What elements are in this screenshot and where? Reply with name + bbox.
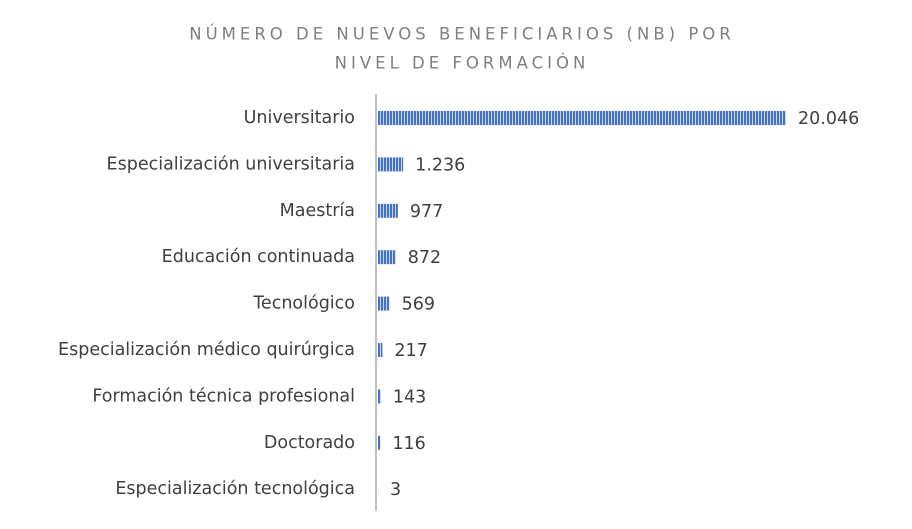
data-label: 872 <box>408 248 441 268</box>
category-label: Educación continuada <box>162 247 355 267</box>
bar <box>378 250 396 265</box>
chart-title: NÚMERO DE NUEVOS BENEFICIARIOS (NB) POR <box>189 25 734 44</box>
data-label: 217 <box>394 341 427 361</box>
category-label: Especialización tecnológica <box>115 479 355 499</box>
data-label: 1.236 <box>415 155 465 175</box>
category-label: Doctorado <box>264 433 355 453</box>
data-label: 3 <box>390 480 401 500</box>
category-label: Especialización universitaria <box>107 154 355 174</box>
category-label: Especialización médico quirúrgica <box>58 340 355 360</box>
bar <box>378 296 390 311</box>
data-label: 143 <box>393 387 426 407</box>
data-label: 20.046 <box>798 109 859 129</box>
category-label: Maestría <box>280 201 355 221</box>
data-label: 116 <box>392 434 425 454</box>
chart-title: NIVEL DE FORMACIÓN <box>335 54 590 73</box>
category-label: Formación técnica profesional <box>92 386 355 406</box>
bar <box>378 157 404 172</box>
data-label: 977 <box>410 202 443 222</box>
bar <box>378 111 786 125</box>
bar <box>378 343 383 357</box>
bar <box>378 203 398 218</box>
category-label: Universitario <box>244 108 355 128</box>
data-label: 569 <box>402 295 435 315</box>
category-label: Tecnológico <box>252 294 355 314</box>
bar <box>378 435 381 450</box>
bar <box>378 389 381 404</box>
